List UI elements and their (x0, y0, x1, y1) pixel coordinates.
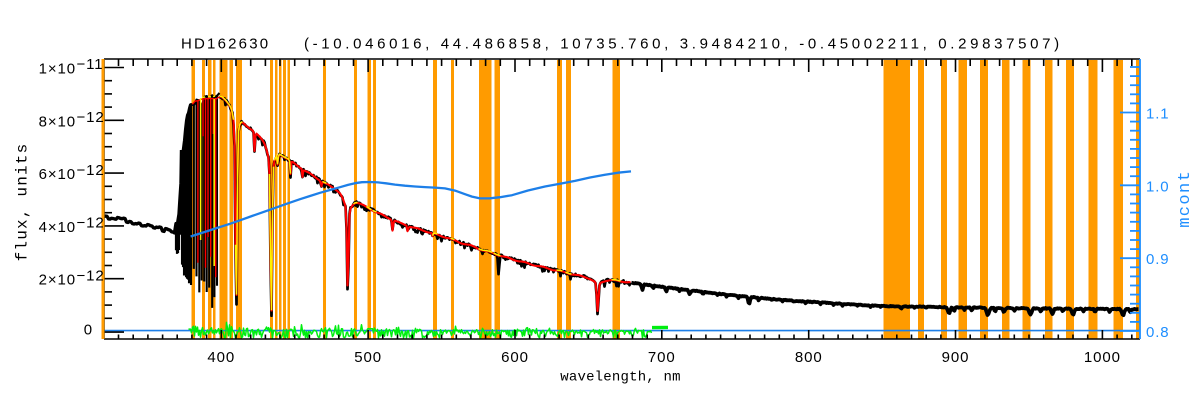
svg-text:mcont: mcont (1176, 170, 1195, 228)
svg-text:0.9: 0.9 (1146, 251, 1170, 268)
svg-text:700: 700 (648, 349, 676, 366)
svg-text:1.1: 1.1 (1146, 106, 1170, 123)
svg-text:1×10: 1×10 (39, 61, 76, 78)
svg-text:wavelength, nm: wavelength, nm (560, 370, 680, 386)
svg-text:HD162630: HD162630 (181, 36, 269, 53)
svg-text:−12: −12 (77, 215, 105, 232)
svg-text:8×10: 8×10 (39, 113, 76, 130)
svg-text:0.8: 0.8 (1146, 324, 1170, 341)
svg-text:−12: −12 (77, 109, 105, 126)
svg-text:600: 600 (501, 349, 529, 366)
svg-text:1000: 1000 (1084, 349, 1121, 366)
svg-text:900: 900 (942, 349, 970, 366)
svg-text:−12: −12 (77, 162, 105, 179)
svg-text:500: 500 (354, 349, 382, 366)
svg-text:0: 0 (84, 322, 93, 339)
svg-text:800: 800 (795, 349, 823, 366)
svg-text:1.0: 1.0 (1146, 178, 1170, 195)
svg-text:−12: −12 (77, 267, 105, 284)
svg-text:6×10: 6×10 (39, 166, 76, 183)
svg-text:(-10.046016, 44.486858, 10735.: (-10.046016, 44.486858, 10735.760, 3.948… (304, 36, 1060, 53)
svg-text:400: 400 (207, 349, 235, 366)
svg-text:−11: −11 (77, 56, 104, 73)
svg-text:2×10: 2×10 (39, 272, 76, 289)
svg-text:flux, units: flux, units (14, 143, 32, 262)
svg-text:4×10: 4×10 (39, 219, 76, 236)
